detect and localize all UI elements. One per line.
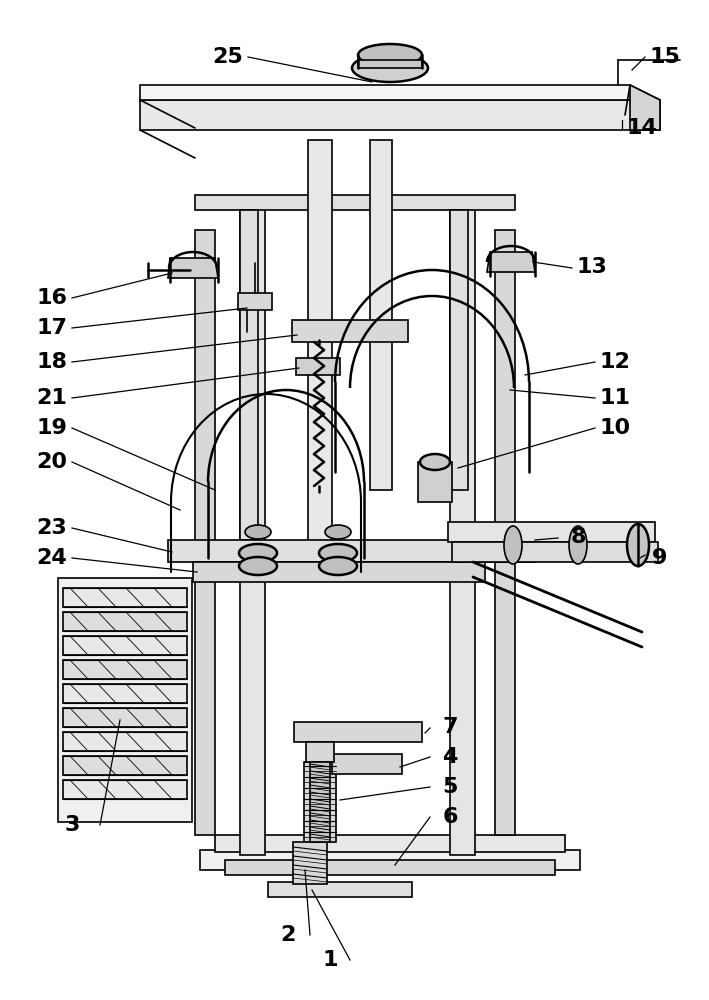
Ellipse shape [504, 526, 522, 564]
Polygon shape [296, 358, 340, 375]
Polygon shape [495, 230, 515, 835]
Polygon shape [450, 200, 475, 855]
Polygon shape [308, 140, 332, 560]
Ellipse shape [419, 485, 445, 499]
Text: 24: 24 [37, 548, 67, 568]
Polygon shape [63, 708, 187, 727]
Text: 3: 3 [65, 815, 79, 835]
Text: 2: 2 [280, 925, 296, 945]
Polygon shape [332, 754, 402, 774]
Text: 18: 18 [36, 352, 67, 372]
Polygon shape [310, 762, 330, 842]
Text: 7: 7 [442, 717, 458, 737]
Polygon shape [268, 882, 412, 897]
Text: 4: 4 [442, 747, 458, 767]
Ellipse shape [627, 524, 649, 566]
Ellipse shape [358, 44, 422, 66]
Text: 15: 15 [649, 47, 681, 67]
Text: 23: 23 [37, 518, 67, 538]
Polygon shape [168, 258, 218, 278]
Polygon shape [450, 210, 468, 490]
Text: 11: 11 [600, 388, 630, 408]
Text: 9: 9 [652, 548, 668, 568]
Text: 12: 12 [600, 352, 630, 372]
Polygon shape [200, 850, 580, 870]
Polygon shape [215, 835, 565, 852]
Polygon shape [487, 252, 535, 272]
Polygon shape [193, 562, 485, 582]
Ellipse shape [325, 525, 351, 539]
Polygon shape [452, 542, 658, 562]
Polygon shape [240, 210, 258, 540]
Polygon shape [238, 293, 272, 310]
Polygon shape [63, 684, 187, 703]
Polygon shape [63, 636, 187, 655]
Polygon shape [306, 742, 334, 762]
Text: 25: 25 [213, 47, 243, 67]
Polygon shape [140, 100, 660, 130]
Text: 16: 16 [36, 288, 67, 308]
Polygon shape [240, 200, 265, 855]
Polygon shape [292, 320, 408, 342]
Polygon shape [58, 578, 192, 822]
Ellipse shape [420, 454, 450, 470]
Polygon shape [195, 195, 515, 210]
Text: 8: 8 [570, 527, 586, 547]
Ellipse shape [245, 525, 271, 539]
Text: 6: 6 [442, 807, 458, 827]
Polygon shape [63, 780, 187, 799]
Polygon shape [304, 762, 336, 842]
Polygon shape [225, 860, 555, 875]
Polygon shape [168, 540, 535, 562]
Text: 17: 17 [36, 318, 67, 338]
Text: 19: 19 [37, 418, 67, 438]
Polygon shape [63, 588, 187, 607]
Polygon shape [630, 85, 660, 130]
Polygon shape [195, 230, 215, 835]
Polygon shape [448, 522, 655, 542]
Polygon shape [358, 60, 422, 68]
Polygon shape [294, 722, 422, 742]
Text: 1: 1 [323, 950, 337, 970]
Ellipse shape [239, 544, 277, 562]
Polygon shape [293, 842, 327, 884]
Text: 21: 21 [37, 388, 67, 408]
Ellipse shape [319, 544, 357, 562]
Ellipse shape [319, 557, 357, 575]
Text: 13: 13 [576, 257, 608, 277]
Text: 14: 14 [627, 118, 657, 138]
Text: 20: 20 [36, 452, 67, 472]
Polygon shape [63, 612, 187, 631]
Ellipse shape [352, 54, 428, 82]
Ellipse shape [569, 526, 587, 564]
Polygon shape [63, 756, 187, 775]
Polygon shape [418, 462, 452, 502]
Polygon shape [370, 140, 392, 490]
Polygon shape [63, 660, 187, 679]
Text: 5: 5 [442, 777, 458, 797]
Polygon shape [140, 85, 660, 100]
Text: 10: 10 [599, 418, 630, 438]
Polygon shape [63, 732, 187, 751]
Ellipse shape [239, 557, 277, 575]
